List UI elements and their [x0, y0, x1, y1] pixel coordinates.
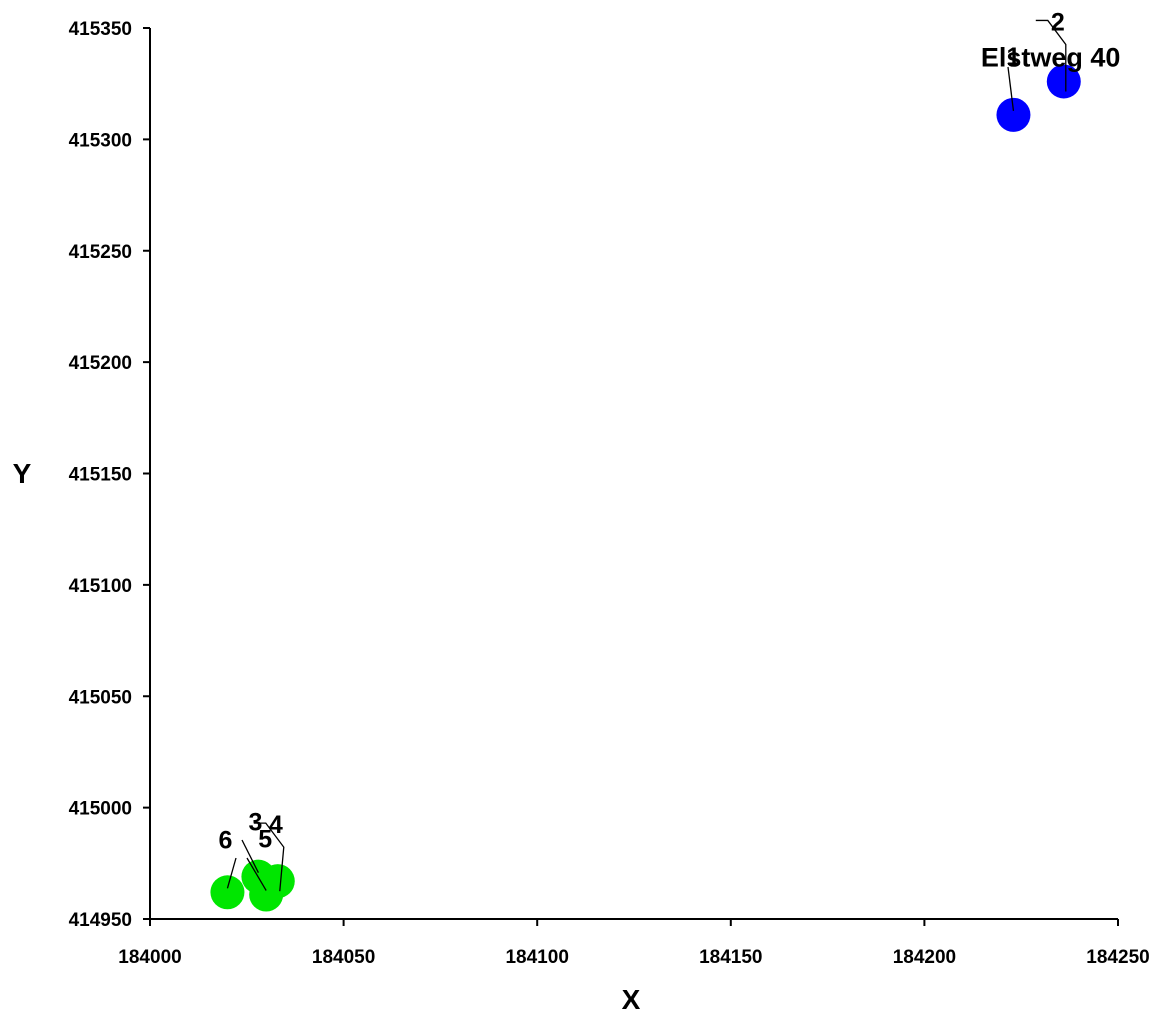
data-points [210, 64, 1081, 912]
leader-line-3 [241, 839, 259, 873]
x-tick-label: 184200 [893, 947, 956, 968]
x-tick-label: 184150 [699, 947, 762, 968]
data-point-5 [249, 877, 284, 912]
x-tick-label: 184050 [312, 947, 375, 968]
point-label-5: 5 [258, 825, 272, 853]
y-tick-label: 415250 [69, 242, 132, 263]
group-label: Elstweg 40 [981, 42, 1121, 72]
leader-line-4 [253, 822, 285, 892]
y-tick-label: 415350 [69, 19, 132, 40]
y-tick-label: 415000 [69, 799, 132, 820]
point-label-1: 1 [1007, 43, 1021, 71]
y-tick-label: 415200 [69, 353, 132, 374]
x-tick-label: 184250 [1086, 947, 1149, 968]
axes [149, 28, 1118, 920]
point-labels: 1 2 Elstweg 40 3 456 [218, 8, 1120, 854]
y-ticks: 414950 415000 415050 415100 415150 415200 4152… [69, 19, 150, 931]
point-label-3: 3 [248, 809, 262, 837]
data-point-6 [210, 875, 245, 910]
y-tick-label: 415150 [69, 465, 132, 486]
leader-line-2 [1035, 19, 1067, 92]
y-tick-label: 415100 [69, 576, 132, 597]
point-label-2: 2 [1051, 8, 1065, 36]
x-ticks: 184000 184050 184100 184150 184200 184250 [118, 919, 1150, 968]
y-axis-title: Y [13, 458, 32, 489]
x-axis-title: X [622, 984, 641, 1015]
leader-line-5 [246, 857, 267, 891]
y-tick-label: 414950 [69, 910, 132, 931]
data-point-2 [1046, 64, 1081, 99]
y-tick-label: 415050 [69, 687, 132, 708]
leader-line-1 [1007, 66, 1015, 111]
x-tick-label: 184000 [118, 947, 181, 968]
point-label-4: 4 [269, 811, 283, 839]
label-leader-lines [226, 19, 1067, 892]
point-label-6: 6 [218, 826, 232, 854]
leader-line-6 [226, 857, 237, 889]
data-point-1 [996, 97, 1031, 132]
x-tick-label: 184100 [505, 947, 568, 968]
y-tick-label: 415300 [69, 130, 132, 151]
